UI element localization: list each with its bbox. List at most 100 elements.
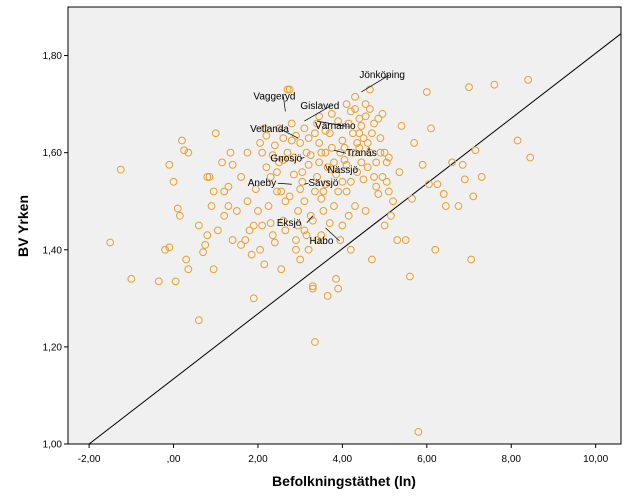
data-point xyxy=(194,316,203,325)
data-point xyxy=(363,139,372,147)
data-point xyxy=(258,221,267,230)
data-point xyxy=(334,284,343,293)
y-tick-label: 1,40 xyxy=(43,245,63,256)
data-point xyxy=(296,255,305,264)
annotation-label: Värnamo xyxy=(315,121,356,132)
data-point xyxy=(300,226,309,235)
x-tick-label: ,00 xyxy=(167,454,181,465)
y-tick-label: 1,80 xyxy=(43,51,63,62)
data-point xyxy=(304,245,313,254)
data-point xyxy=(275,158,283,167)
data-point xyxy=(203,231,212,240)
data-point xyxy=(308,284,317,293)
data-point xyxy=(296,139,305,147)
data-point xyxy=(258,148,267,157)
data-point xyxy=(469,192,478,201)
data-point xyxy=(374,190,383,198)
data-point xyxy=(336,236,345,244)
x-axis-title: Befolkningstäthet (ln) xyxy=(272,473,416,489)
data-point xyxy=(294,207,302,215)
annotation-leader xyxy=(304,105,331,122)
data-point xyxy=(448,158,457,167)
annotation-label: Gislaved xyxy=(300,101,339,112)
data-point xyxy=(224,182,233,191)
point-annotations: Jönköping Vaggeryd Gislaved Värnamo Vetlanda… xyxy=(248,70,405,247)
data-point xyxy=(477,173,486,181)
data-point xyxy=(287,136,296,145)
annotation-leader xyxy=(283,96,286,112)
data-point xyxy=(422,88,431,96)
data-point xyxy=(262,163,271,172)
data-point xyxy=(211,129,220,138)
data-point xyxy=(266,219,275,227)
data-point xyxy=(209,265,218,274)
x-tick-label: 10,00 xyxy=(583,454,608,465)
data-point xyxy=(321,126,330,135)
data-point xyxy=(184,265,193,274)
data-point xyxy=(173,204,182,213)
data-point xyxy=(228,236,237,244)
data-point xyxy=(296,185,305,193)
data-point xyxy=(317,148,326,157)
data-point xyxy=(264,202,273,210)
data-point xyxy=(332,170,340,179)
y-axis: 1,00 1,20 1,40 1,60 1,80 xyxy=(43,51,68,451)
data-point xyxy=(243,148,252,157)
data-point xyxy=(209,187,218,196)
data-point xyxy=(327,109,336,118)
data-point xyxy=(275,124,283,133)
x-tick-label: 4,00 xyxy=(333,454,353,465)
data-point xyxy=(224,202,233,210)
data-point xyxy=(180,146,188,155)
annotation-label: Tranås xyxy=(346,147,377,159)
annotation-leader xyxy=(279,128,299,139)
data-point xyxy=(460,175,469,184)
data-point xyxy=(325,129,334,138)
data-point xyxy=(365,85,374,94)
data-point xyxy=(213,226,222,235)
data-point xyxy=(368,255,376,264)
data-point xyxy=(338,136,347,145)
data-point xyxy=(154,277,163,286)
data-point xyxy=(317,194,326,203)
data-point xyxy=(321,180,330,189)
x-tick-label: 8,00 xyxy=(502,454,522,465)
annotation-label: Eksjö xyxy=(277,218,302,229)
data-point xyxy=(220,187,229,196)
annotation-leader xyxy=(333,149,347,154)
data-point xyxy=(359,134,368,143)
data-point xyxy=(245,226,254,235)
data-point xyxy=(302,231,311,240)
data-point xyxy=(361,100,370,109)
data-point xyxy=(289,170,298,179)
data-point xyxy=(175,211,184,220)
data-point xyxy=(270,238,279,247)
data-point xyxy=(368,129,376,138)
data-point xyxy=(260,124,269,133)
annotation-leader xyxy=(306,215,314,224)
data-point xyxy=(357,158,366,167)
data-point xyxy=(201,241,210,249)
data-point xyxy=(165,160,174,169)
data-point xyxy=(270,141,279,150)
data-point xyxy=(203,173,212,181)
data-point xyxy=(458,160,467,169)
data-point xyxy=(387,211,395,220)
data-point xyxy=(418,160,427,169)
data-point xyxy=(308,216,317,225)
data-point xyxy=(380,221,389,230)
annotation-label: Habo xyxy=(310,236,334,247)
data-point xyxy=(106,238,115,247)
data-point xyxy=(338,177,347,186)
annotation-label: Jönköping xyxy=(359,70,405,81)
annotation-label: Aneby xyxy=(248,178,276,189)
annotation-leader xyxy=(304,182,309,185)
data-point xyxy=(334,187,343,196)
data-point xyxy=(327,143,336,152)
data-point xyxy=(338,221,347,230)
data-point xyxy=(313,173,321,181)
data-point xyxy=(526,153,535,162)
data-point xyxy=(524,75,533,84)
data-point xyxy=(351,92,359,101)
data-point xyxy=(357,122,366,130)
